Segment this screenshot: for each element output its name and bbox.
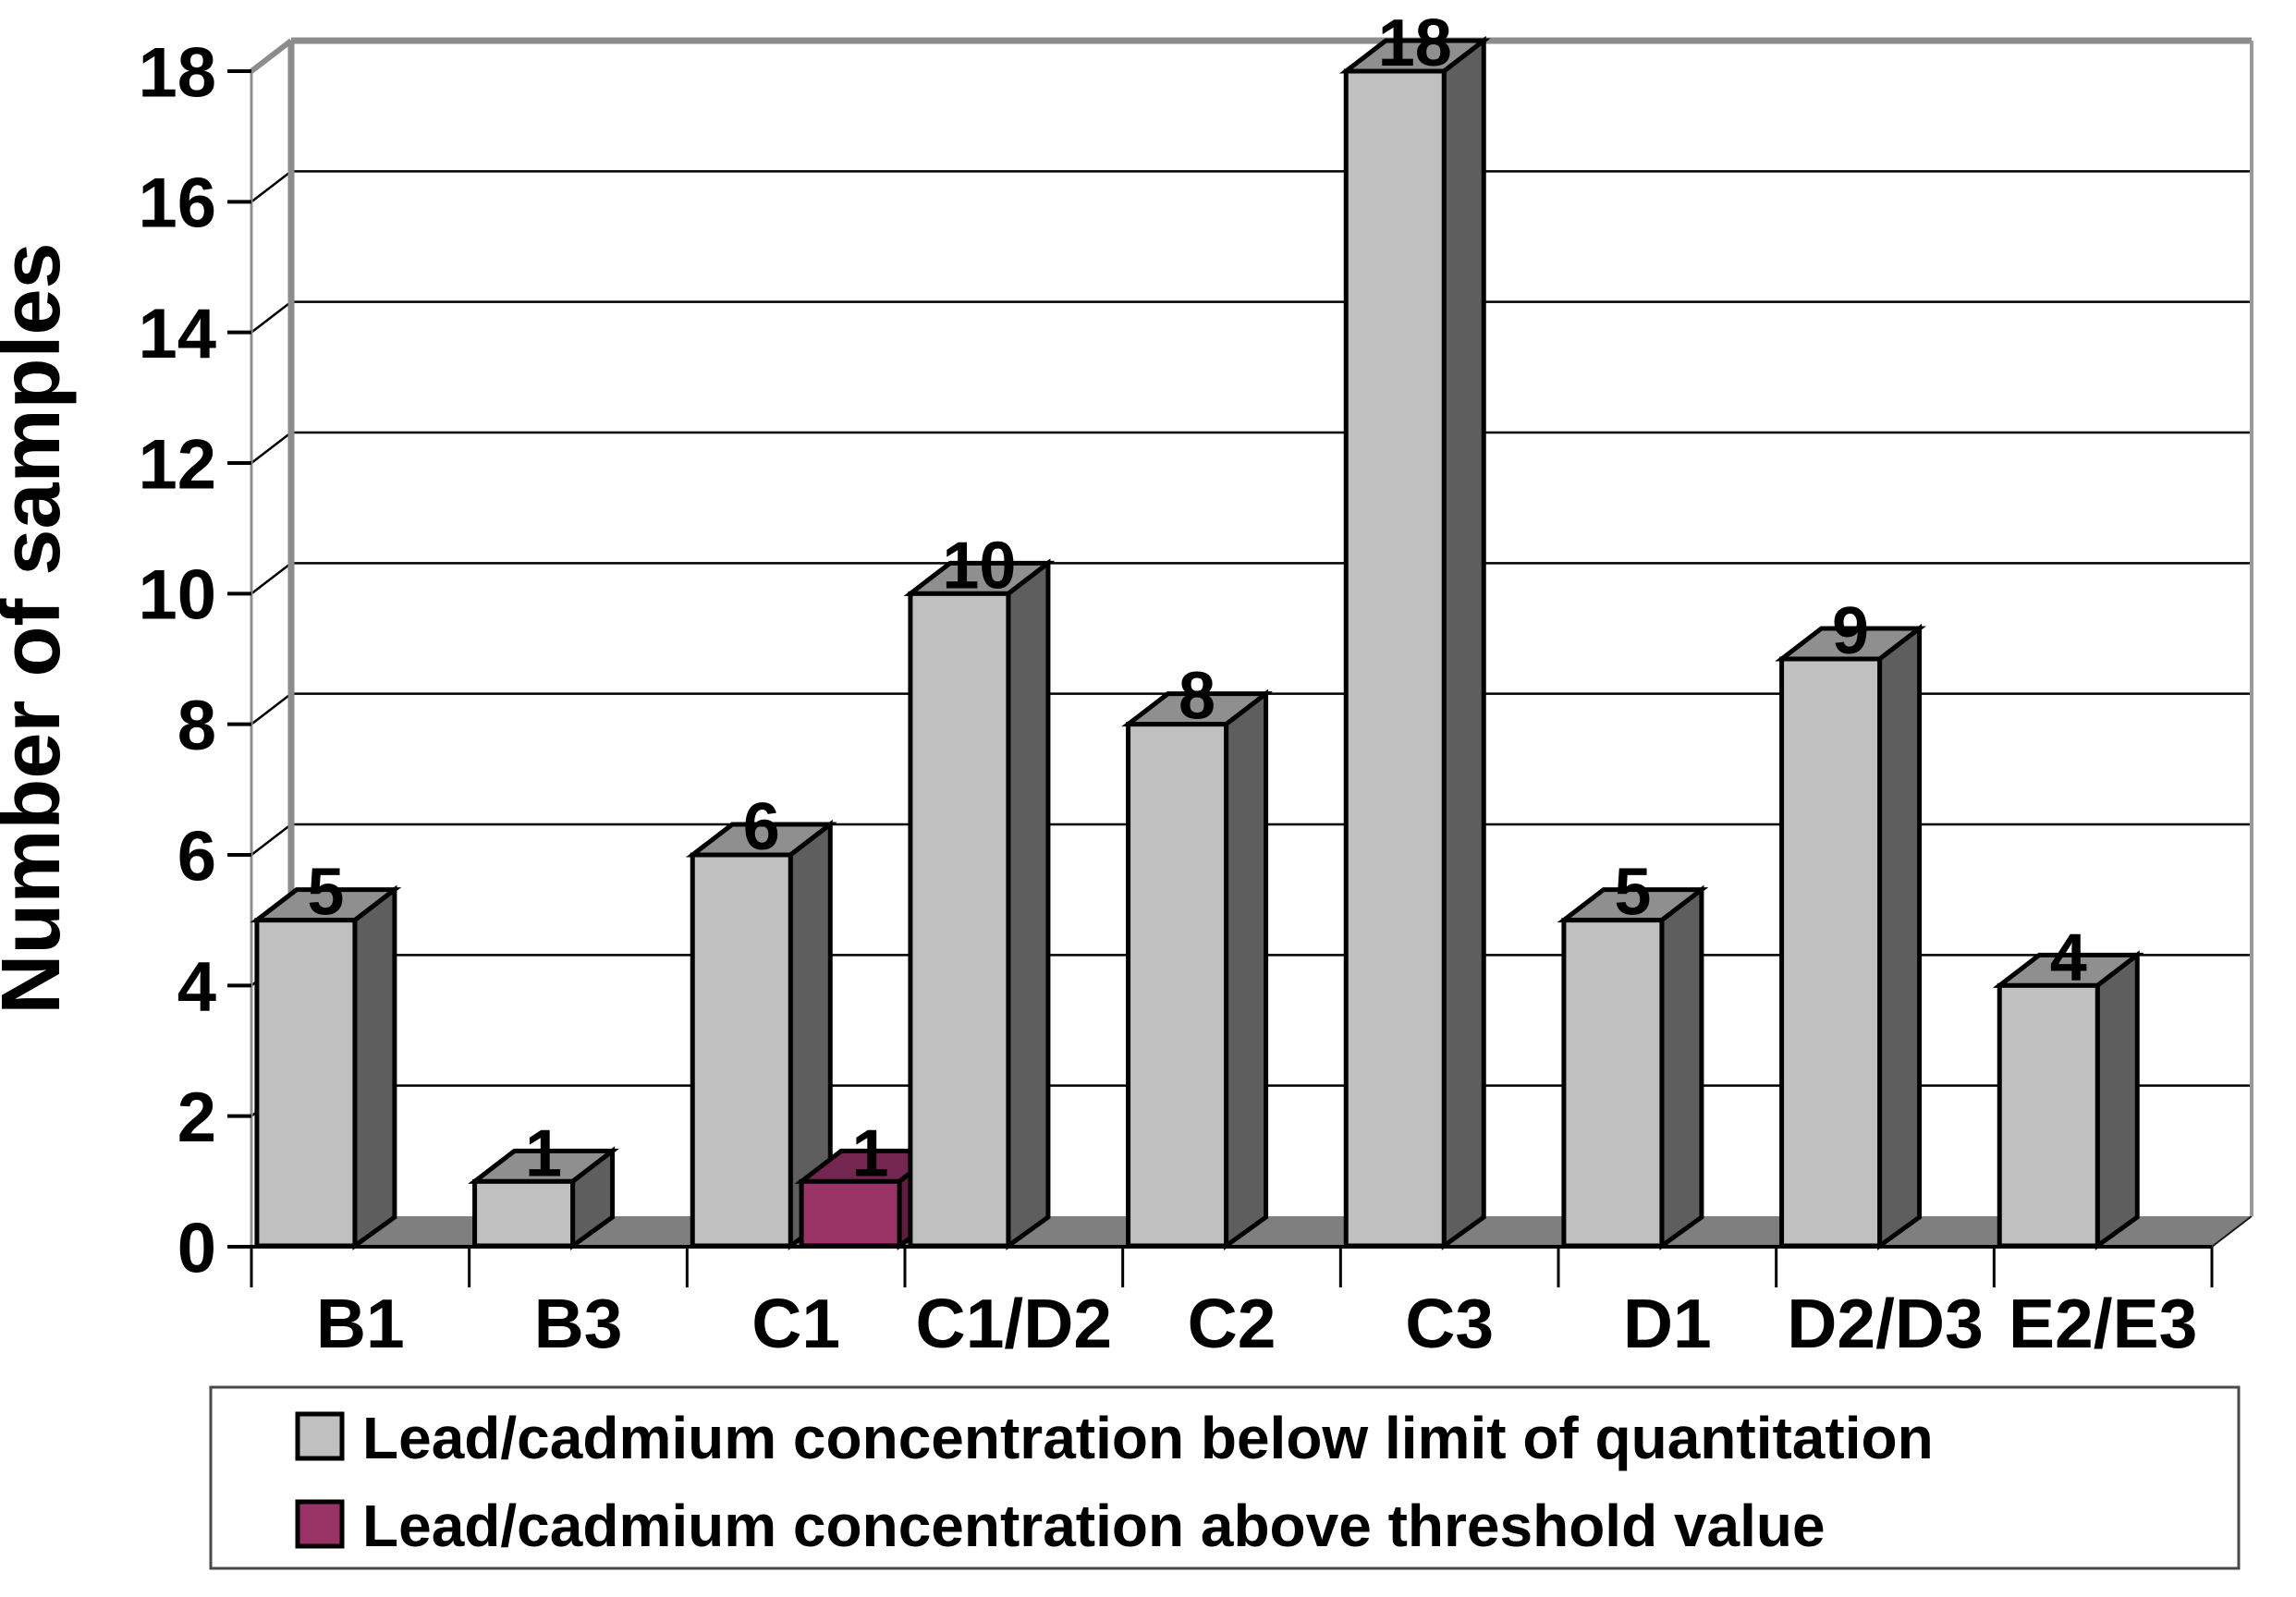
bar-front-face (1997, 982, 2100, 1249)
gridline-depth-connector (250, 300, 292, 334)
y-tick-label: 16 (138, 165, 216, 243)
bar-value-label: 1 (852, 1116, 889, 1190)
x-category-label: C1/D2 (916, 1285, 1113, 1362)
y-tick-label: 18 (138, 33, 216, 112)
bar-value-label: 10 (942, 529, 1016, 603)
bar-value-label: 5 (1614, 856, 1651, 930)
legend-label-below-limit: Lead/cadmium concentration below limit o… (362, 1405, 1934, 1471)
x-category-label: C1 (751, 1285, 840, 1362)
x-category-label: B3 (534, 1285, 623, 1362)
y-tick-label: 0 (177, 1209, 216, 1287)
x-category-label: C2 (1188, 1285, 1276, 1362)
gridline-depth-connector (250, 432, 292, 464)
bar-side-face (2094, 950, 2140, 1250)
y-tick-label: 2 (177, 1079, 216, 1157)
x-category-label: B1 (316, 1285, 405, 1362)
y-tick-label: 8 (177, 687, 216, 765)
bar-front-face (254, 918, 358, 1249)
gridline-depth-connector (250, 692, 292, 725)
y-tick-label: 4 (177, 948, 216, 1027)
bar-value-label: 18 (1378, 6, 1452, 80)
bar-value-label: 5 (307, 856, 344, 930)
bar-value-label: 8 (1179, 660, 1215, 734)
bar-side-face (1441, 35, 1486, 1250)
bar-side-face (352, 884, 397, 1250)
y-tick-label: 14 (138, 295, 216, 373)
bar-front-face (1561, 918, 1665, 1249)
x-category-label: D1 (1623, 1285, 1712, 1362)
bar-front-face (908, 591, 1011, 1249)
bar-side-face (1659, 884, 1704, 1250)
x-category-label: E2/E3 (2009, 1285, 2197, 1362)
y-tick-label: 10 (138, 556, 216, 635)
bar-value-label: 9 (1832, 594, 1869, 668)
gridline-depth-connector (250, 170, 292, 203)
bar-front-face (1126, 722, 1229, 1249)
bar-front-face (1779, 656, 1883, 1249)
y-tick-label: 6 (177, 817, 216, 896)
x-category-label: D2/D3 (1787, 1285, 1984, 1362)
y-tick-label: 12 (138, 425, 216, 504)
bar-side-face (1877, 623, 1923, 1250)
bar-side-face (1006, 558, 1051, 1250)
gridline-depth-connector (250, 562, 292, 595)
gridline-depth-connector (250, 823, 292, 856)
bar-front-face (799, 1178, 902, 1249)
bar-value-label: 1 (525, 1116, 562, 1190)
bar-value-label: 4 (2050, 920, 2087, 994)
bar-value-label: 6 (743, 790, 780, 864)
y-axis-title: Number of samples (0, 242, 78, 1014)
x-category-label: C3 (1405, 1285, 1494, 1362)
floor-right-edge (2211, 1215, 2253, 1248)
legend-swatch-below-limit (295, 1411, 345, 1461)
bar-front-face (690, 852, 793, 1249)
bar-side-face (1224, 689, 1269, 1250)
legend-box (209, 1385, 2241, 1570)
bar-front-face (472, 1178, 576, 1249)
legend-label-above-threshold: Lead/cadmium concentration above thresho… (362, 1493, 1826, 1559)
bar-front-face (1343, 68, 1447, 1249)
legend-swatch-above-threshold (295, 1499, 345, 1549)
legend: Lead/cadmium concentration below limit o… (209, 1385, 2241, 1570)
gridline-depth-connector (250, 38, 293, 74)
